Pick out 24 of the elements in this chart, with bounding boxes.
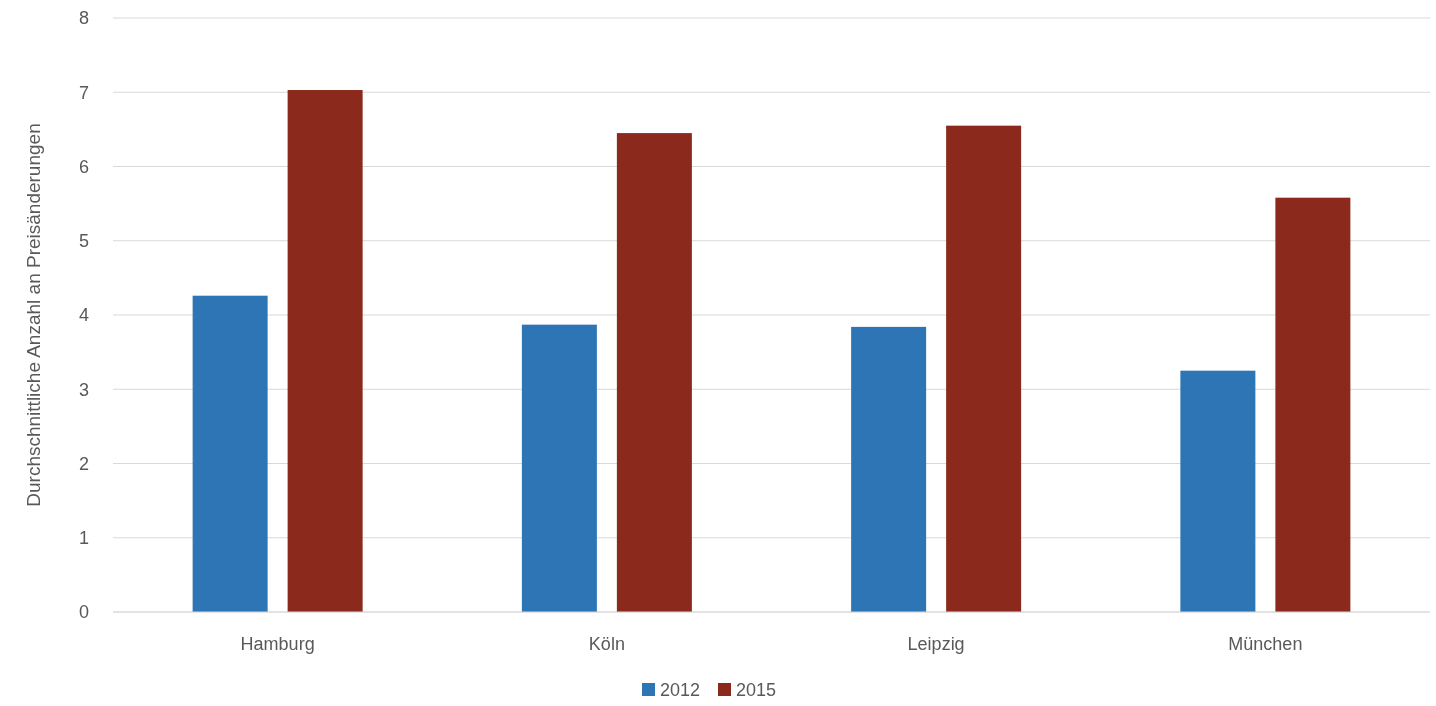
bar [192,295,268,612]
legend-label: 2015 [736,680,777,700]
y-tick-label: 4 [78,305,89,326]
bar [287,90,363,612]
bar [946,125,1022,612]
x-tick-label: Hamburg [240,634,315,654]
y-tick-label: 6 [78,156,89,177]
x-tick-label: München [1228,634,1303,654]
x-tick-label: Leipzig [907,634,965,654]
y-tick-label: 5 [78,231,89,252]
y-tick-label: 1 [78,528,89,549]
y-tick-label: 3 [78,379,89,400]
y-tick-label: 7 [78,82,89,103]
y-axis-title: Durchschnittliche Anzahl an Preisänderungen [23,123,44,507]
x-tick-label: Köln [588,634,625,654]
bar [851,326,927,612]
legend-label: 2012 [660,680,701,700]
bar [521,324,597,612]
bar [1275,197,1351,612]
bar [616,133,692,612]
bar [1180,370,1256,612]
y-tick-label: 0 [78,602,89,623]
y-tick-label: 8 [78,8,89,29]
y-tick-label: 2 [78,453,89,474]
